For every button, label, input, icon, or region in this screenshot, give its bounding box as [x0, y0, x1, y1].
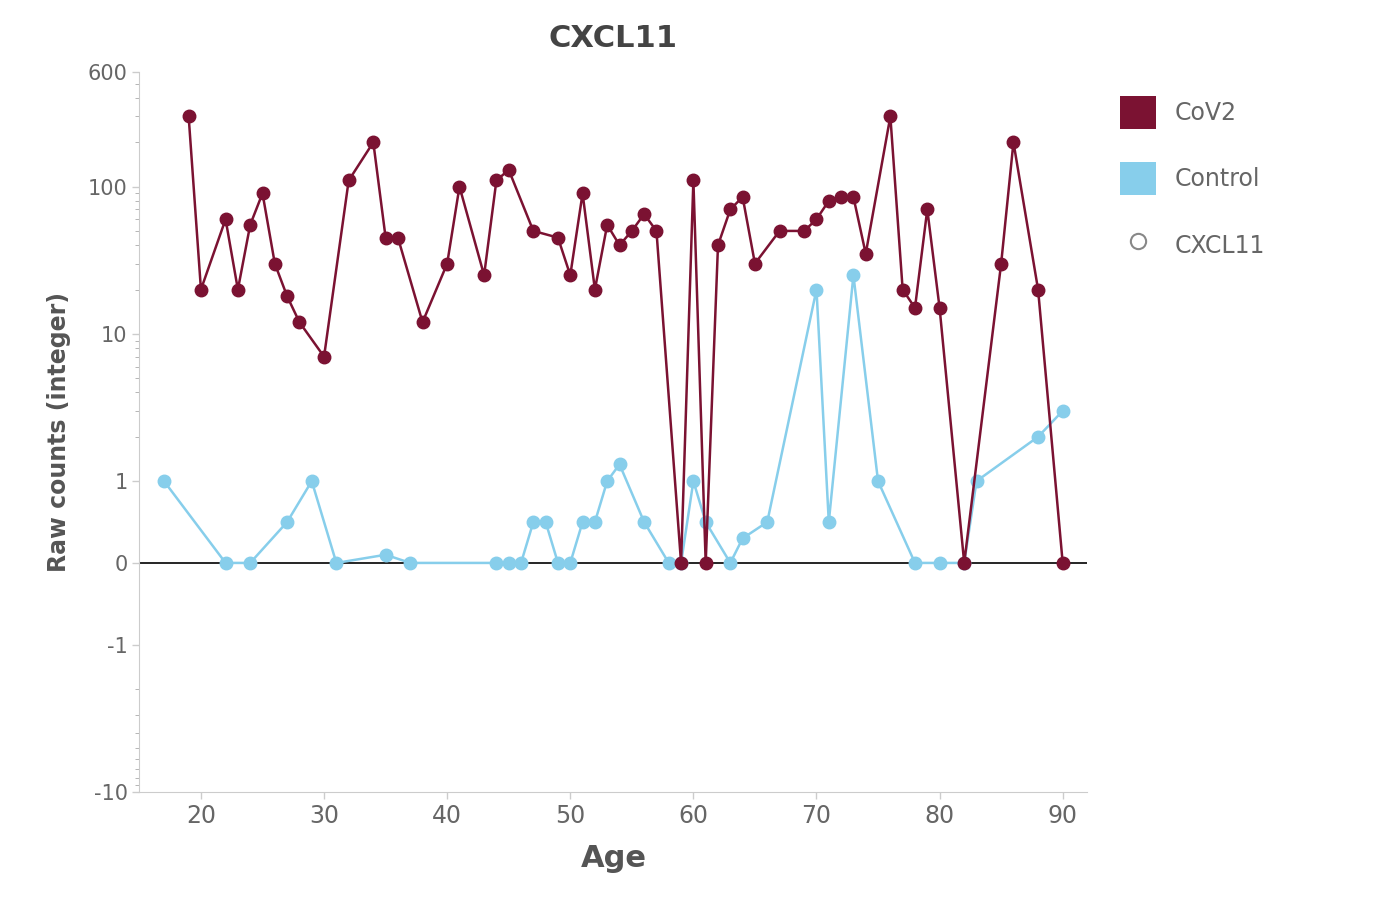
X-axis label: Age: Age — [580, 844, 647, 874]
Y-axis label: Raw counts (integer): Raw counts (integer) — [47, 292, 71, 572]
Title: CXCL11: CXCL11 — [549, 24, 677, 53]
Legend: CoV2, Control, CXCL11: CoV2, Control, CXCL11 — [1108, 84, 1277, 274]
